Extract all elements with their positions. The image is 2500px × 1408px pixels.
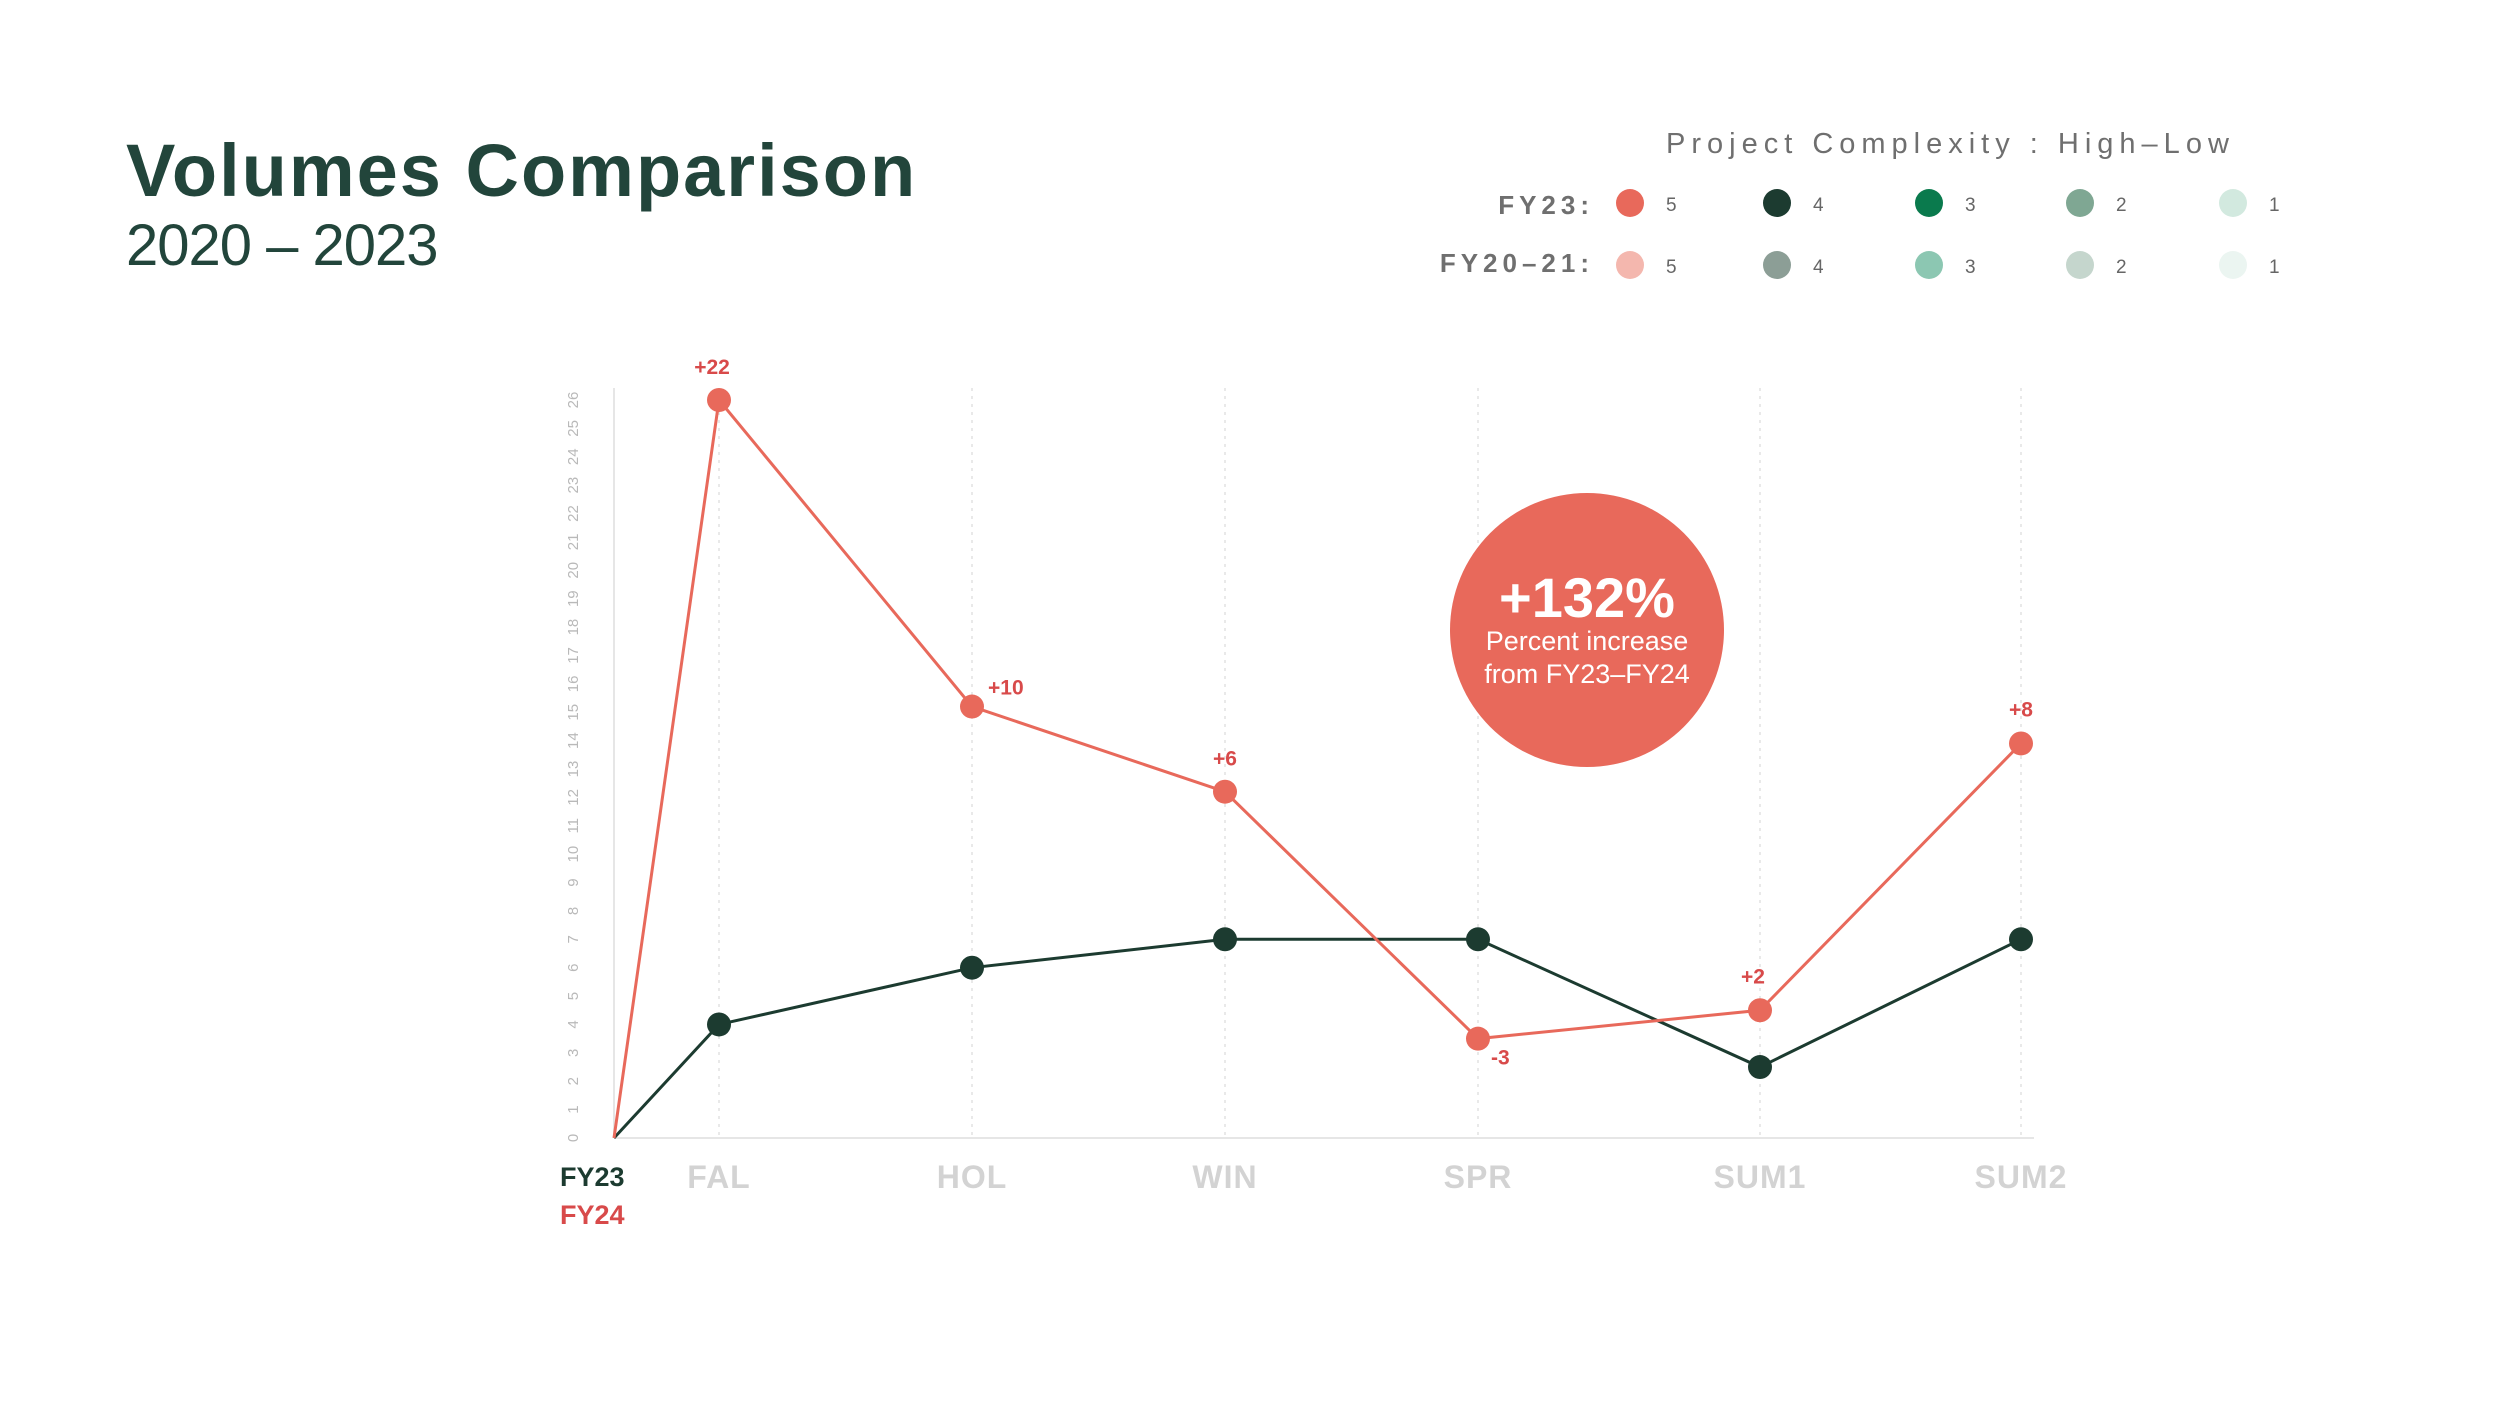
callout-circle [1450, 493, 1724, 767]
point-fy23-win [1213, 927, 1237, 952]
series-line-fy24 [612, 396, 2023, 1139]
legend-swatch-fy23-4 [1763, 189, 1791, 217]
legend-value-fy23-2: 2 [2116, 195, 2127, 216]
legend-value-fy23-4: 4 [1813, 195, 1824, 216]
legend-row-fy23-label: FY23: [1498, 190, 1594, 220]
y-tick-18: 18 [565, 619, 582, 636]
legend-value-fy2021-4: 4 [1813, 257, 1824, 278]
legend-swatch-fy23-2 [2066, 189, 2094, 217]
y-tick-20: 20 [565, 562, 582, 579]
y-tick-21: 21 [565, 534, 582, 551]
y-tick-14: 14 [565, 732, 582, 749]
y-tick-6: 6 [565, 964, 582, 972]
series-label-fy24: FY24 [560, 1200, 625, 1230]
y-tick-24: 24 [565, 448, 582, 465]
complexity-legend: Project Complexity : High–Low FY23: FY20… [1440, 128, 2280, 279]
diff-label-sum1: +2 [1741, 965, 1765, 988]
diff-label-sum2: +8 [2009, 698, 2033, 721]
legend-value-fy23-5: 5 [1666, 195, 1677, 216]
point-fy24-fal [707, 388, 731, 412]
callout-line-2: from FY23–FY24 [1484, 659, 1690, 689]
y-tick-11: 11 [565, 818, 582, 834]
series-line-fy23 [612, 937, 2022, 1140]
y-tick-13: 13 [565, 761, 582, 778]
diff-label-spr: -3 [1491, 1047, 1510, 1070]
legend-swatch-fy2021-2 [2066, 251, 2094, 279]
legend-swatch-fy2021-5 [1616, 251, 1644, 279]
page-subtitle: 2020 – 2023 [126, 213, 439, 278]
point-fy23-fal [707, 1012, 731, 1037]
page-title: Volumes Comparison [126, 129, 918, 212]
legend-swatch-fy23-1 [2219, 189, 2247, 217]
point-fy24-hol [960, 694, 984, 719]
legend-swatch-fy2021-3 [1915, 251, 1943, 279]
legend-value-fy2021-3: 3 [1965, 257, 1976, 278]
x-tick-hol: HOL [937, 1159, 1008, 1195]
point-fy24-sum1 [1748, 998, 1772, 1023]
percent-increase-callout: +132% Percent increase from FY23–FY24 [1450, 493, 1724, 767]
legend-swatch-fy2021-4 [1763, 251, 1791, 279]
point-fy24-sum2 [2009, 731, 2033, 756]
point-fy23-spr [1466, 927, 1490, 952]
point-fy23-hol [960, 955, 984, 980]
y-tick-26: 26 [565, 392, 582, 409]
legend-value-fy23-1: 1 [2269, 195, 2280, 216]
x-tick-spr: SPR [1444, 1159, 1513, 1195]
y-tick-15: 15 [565, 704, 582, 721]
series-label-fy23: FY23 [560, 1162, 625, 1192]
y-tick-9: 9 [565, 878, 582, 886]
x-tick-fal: FAL [687, 1159, 750, 1195]
y-tick-12: 12 [565, 789, 582, 806]
y-tick-8: 8 [565, 907, 582, 915]
diff-label-win: +6 [1213, 748, 1237, 771]
legend-title: Project Complexity : High–Low [1666, 128, 2235, 160]
legend-value-fy2021-2: 2 [2116, 257, 2127, 278]
diff-label-fal: +22 [694, 356, 730, 379]
legend-row-fy2021-label: FY20–21: [1440, 248, 1594, 278]
y-tick-19: 19 [565, 590, 582, 607]
point-fy24-win [1213, 779, 1237, 804]
legend-value-fy2021-5: 5 [1666, 257, 1677, 278]
callout-value: +132% [1499, 566, 1675, 629]
y-tick-10: 10 [565, 846, 582, 863]
y-tick-25: 25 [565, 420, 582, 437]
point-fy23-sum2 [2009, 927, 2033, 952]
legend-swatch-fy23-5 [1616, 189, 1644, 217]
x-tick-sum2: SUM2 [1975, 1159, 2068, 1195]
y-tick-7: 7 [565, 935, 582, 943]
point-fy23-sum1 [1748, 1055, 1772, 1080]
y-tick-23: 23 [565, 477, 582, 494]
y-tick-17: 17 [565, 647, 582, 664]
callout-line-1: Percent increase [1486, 626, 1689, 656]
y-tick-2: 2 [565, 1077, 582, 1085]
legend-swatch-fy23-3 [1915, 189, 1943, 217]
y-tick-16: 16 [565, 676, 582, 693]
y-tick-22: 22 [565, 505, 582, 522]
y-tick-4: 4 [565, 1020, 582, 1028]
y-tick-5: 5 [565, 992, 582, 1000]
legend-value-fy23-3: 3 [1965, 195, 1976, 216]
legend-swatch-fy2021-1 [2219, 251, 2247, 279]
diff-label-hol: +10 [988, 677, 1024, 700]
x-tick-sum1: SUM1 [1714, 1159, 1807, 1195]
legend-value-fy2021-1: 1 [2269, 257, 2280, 278]
point-fy24-spr [1466, 1026, 1490, 1051]
y-tick-3: 3 [565, 1049, 582, 1057]
y-tick-0: 0 [565, 1134, 582, 1142]
x-tick-win: WIN [1192, 1159, 1257, 1195]
y-tick-1: 1 [565, 1105, 582, 1113]
